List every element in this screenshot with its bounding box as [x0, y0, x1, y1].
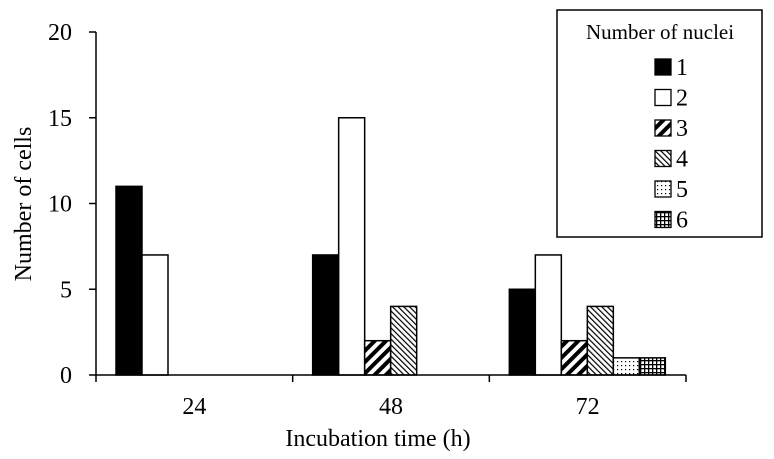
- bar: [389, 305, 418, 376]
- bar: [534, 254, 563, 376]
- legend-label: 6: [676, 208, 688, 234]
- legend-swatch: [654, 210, 672, 229]
- y-tick-label: 15: [48, 106, 72, 132]
- y-axis-ticks: 0 5 10 15 20: [48, 20, 96, 389]
- bar: [586, 305, 615, 376]
- bar: [311, 254, 340, 376]
- bar: [560, 339, 589, 376]
- legend-label: 5: [676, 177, 688, 203]
- y-tick-label: 0: [60, 363, 72, 389]
- x-tick-label: 24: [182, 394, 206, 420]
- legend-swatch: [654, 58, 672, 76]
- bar: [638, 357, 667, 376]
- legend-label: 4: [676, 147, 688, 173]
- bar: [508, 288, 537, 376]
- bar: [115, 185, 143, 376]
- bar: [141, 254, 169, 376]
- x-axis-title: Incubation time (h): [285, 426, 470, 452]
- bar: [612, 357, 641, 376]
- legend-items: 1 2 3 4 5 6: [654, 55, 688, 234]
- y-axis-title: Number of cells: [11, 127, 37, 282]
- legend-title: Number of nuclei: [586, 20, 734, 44]
- x-tick-label: 48: [379, 394, 403, 420]
- bar: [337, 117, 366, 376]
- x-tick-label: 72: [576, 394, 600, 420]
- legend-swatch: [654, 180, 672, 198]
- y-tick-label: 20: [48, 20, 72, 46]
- legend-label: 1: [676, 55, 688, 81]
- legend-swatch: [654, 88, 672, 107]
- bar: [363, 339, 392, 376]
- legend: Number of nuclei 1 2 3 4 5 6: [556, 9, 763, 238]
- y-tick-label: 5: [60, 277, 72, 303]
- x-axis-ticks: 24 48 72: [95, 375, 687, 420]
- y-tick-label: 10: [48, 192, 72, 218]
- legend-label: 2: [676, 86, 688, 112]
- bars-layer: [115, 117, 667, 376]
- legend-swatch: [654, 149, 672, 168]
- legend-label: 3: [676, 116, 688, 142]
- legend-swatch: [654, 119, 672, 137]
